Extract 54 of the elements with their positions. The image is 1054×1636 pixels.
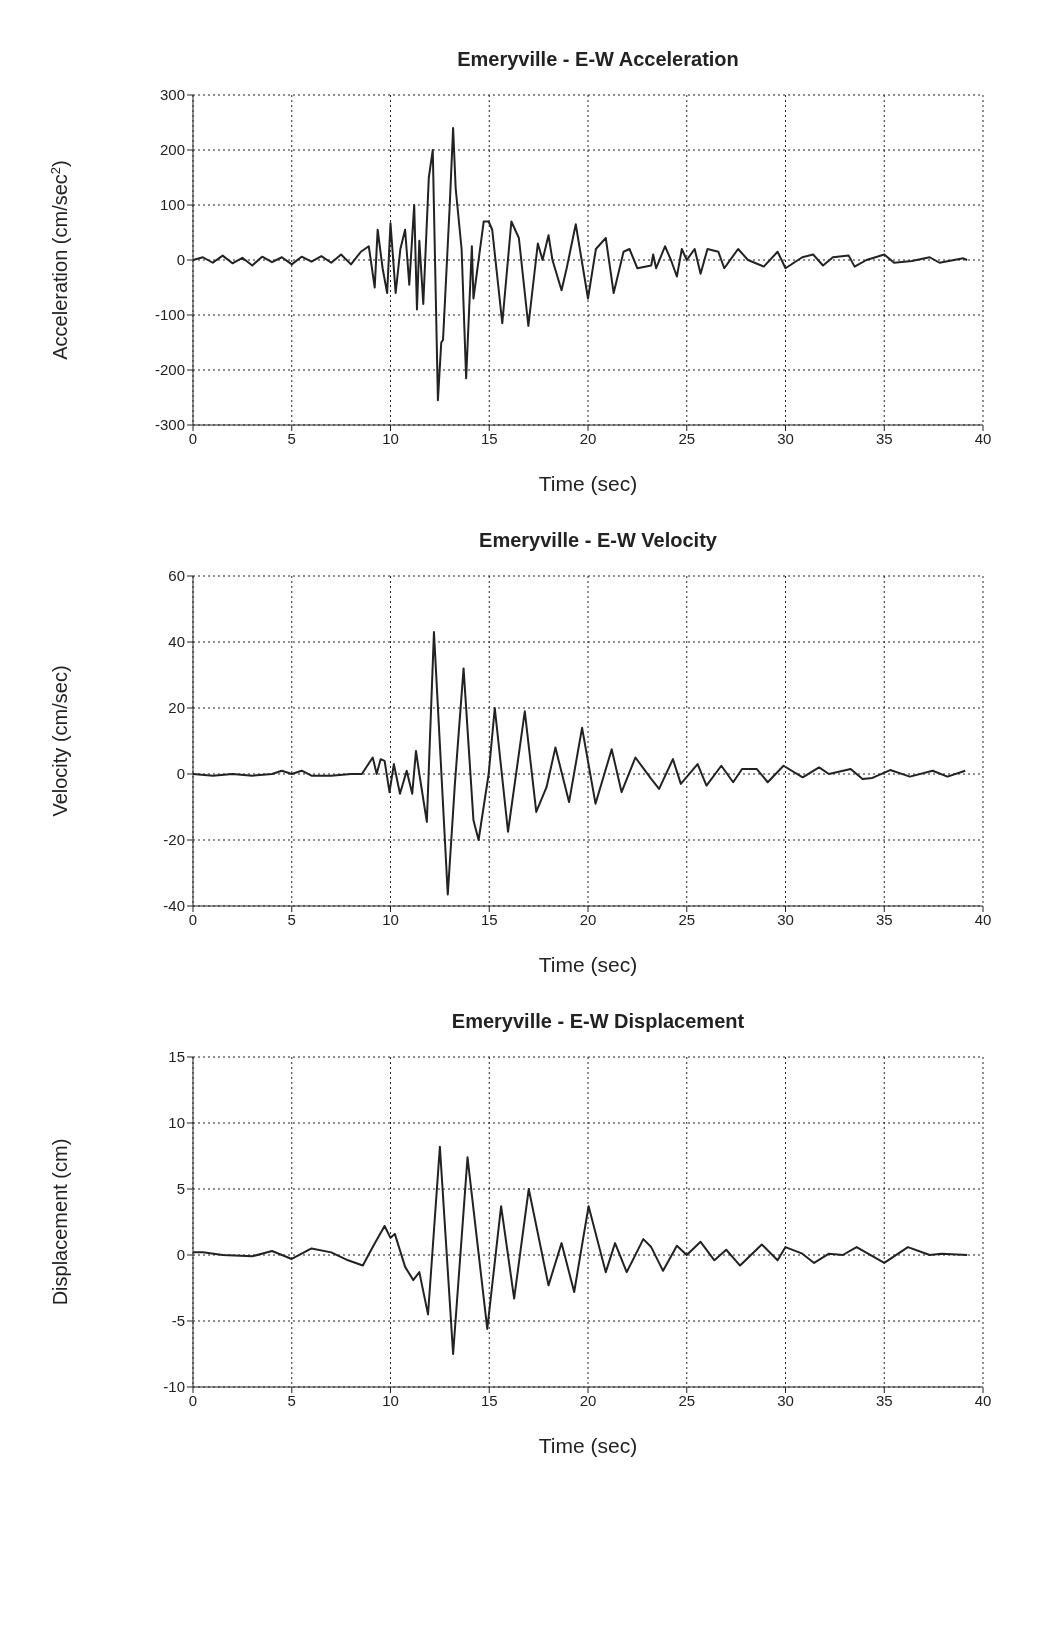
x-tick-label: 10 — [382, 1391, 399, 1409]
y-axis-title: Displacement (cm) — [49, 1138, 71, 1306]
x-tick-label: 35 — [875, 429, 893, 447]
y-tick-label: 200 — [159, 141, 185, 159]
y-tick-label: 300 — [159, 86, 185, 104]
x-tick-label: 25 — [678, 910, 696, 928]
y-tick-label: -200 — [154, 361, 185, 379]
x-tick-label: 30 — [777, 429, 794, 447]
y-tick-label: -300 — [154, 416, 185, 434]
x-tick-label: 35 — [875, 1391, 893, 1409]
x-tick-label: 20 — [579, 429, 597, 447]
x-tick-label: 25 — [678, 1391, 696, 1409]
x-tick-label: 10 — [382, 910, 399, 928]
x-axis-title: Time (sec) — [538, 953, 638, 976]
x-tick-label: 5 — [287, 1391, 296, 1409]
y-tick-label: 100 — [159, 196, 185, 214]
x-tick-label: 30 — [777, 1391, 794, 1409]
y-tick-label: -20 — [163, 831, 185, 849]
y-tick-label: 0 — [176, 1246, 185, 1264]
x-tick-label: 40 — [974, 429, 992, 447]
x-axis-title: Time (sec) — [538, 472, 638, 495]
y-tick-label: -40 — [163, 897, 185, 915]
y-axis-title: Velocity (cm/sec) — [49, 665, 71, 817]
x-axis-title: Time (sec) — [538, 1434, 638, 1457]
x-tick-label: 20 — [579, 910, 597, 928]
x-tick-label: 0 — [188, 1391, 198, 1409]
x-tick-label: 10 — [382, 429, 399, 447]
x-tick-label: 15 — [480, 429, 498, 447]
y-tick-label: -10 — [163, 1378, 185, 1396]
y-tick-label: 60 — [168, 567, 185, 585]
chart-title: Emeryville - E-W Acceleration — [456, 48, 740, 71]
x-tick-label: 35 — [875, 910, 893, 928]
x-tick-label: 5 — [287, 429, 296, 447]
x-tick-label: 20 — [579, 1391, 597, 1409]
y-tick-label: 15 — [168, 1048, 185, 1066]
y-tick-label: 0 — [176, 765, 185, 783]
chart-title: Emeryville - E-W Displacement — [450, 1010, 746, 1033]
x-tick-label: 0 — [188, 910, 198, 928]
x-tick-label: 15 — [480, 1391, 498, 1409]
x-tick-label: 15 — [480, 910, 498, 928]
x-tick-label: 0 — [188, 429, 198, 447]
y-tick-label: 20 — [168, 699, 185, 717]
y-tick-label: -5 — [171, 1312, 185, 1330]
x-tick-label: 5 — [287, 910, 296, 928]
y-tick-label: 10 — [168, 1114, 185, 1132]
x-tick-label: 25 — [678, 429, 696, 447]
x-tick-label: 40 — [974, 910, 992, 928]
y-tick-label: 0 — [176, 251, 185, 269]
chart-title: Emeryville - E-W Velocity — [478, 529, 718, 552]
x-tick-label: 30 — [777, 910, 794, 928]
y-tick-label: -100 — [154, 306, 185, 324]
y-tick-label: 40 — [168, 633, 185, 651]
x-tick-label: 40 — [974, 1391, 992, 1409]
y-tick-label: 5 — [176, 1180, 185, 1198]
